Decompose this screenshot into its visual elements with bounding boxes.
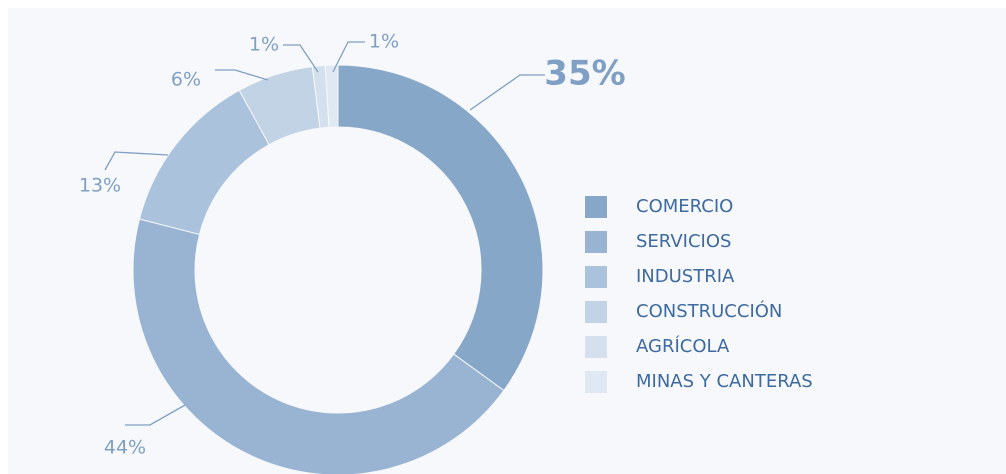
legend-swatch xyxy=(585,231,607,253)
leader-line xyxy=(283,44,319,73)
legend-label: CONSTRUCCIÓN xyxy=(636,300,782,322)
leader-line xyxy=(332,41,365,73)
leader-line xyxy=(469,74,545,111)
legend-swatch xyxy=(585,371,607,393)
leader-line xyxy=(104,151,169,171)
legend-label: COMERCIO xyxy=(636,196,733,217)
legend-swatch xyxy=(585,266,607,288)
legend-swatch xyxy=(585,196,607,218)
donut-slice xyxy=(337,64,544,392)
leader-line xyxy=(215,69,269,81)
leader-line xyxy=(125,404,186,426)
donut-slice xyxy=(324,64,339,128)
legend-swatch xyxy=(585,336,607,358)
legend-label: SERVICIOS xyxy=(636,231,731,252)
value-label: 6% xyxy=(171,69,201,91)
legend-label: MINAS Y CANTERAS xyxy=(636,371,813,392)
value-label: 44% xyxy=(104,437,146,459)
legend-label: INDUSTRIA xyxy=(636,266,735,287)
legend-label: AGRÍCOLA xyxy=(636,335,730,357)
value-label: 1% xyxy=(369,31,399,53)
value-label: 1% xyxy=(249,34,279,56)
value-label: 35% xyxy=(544,54,625,94)
legend-swatch xyxy=(585,301,607,323)
value-label: 13% xyxy=(79,175,121,197)
